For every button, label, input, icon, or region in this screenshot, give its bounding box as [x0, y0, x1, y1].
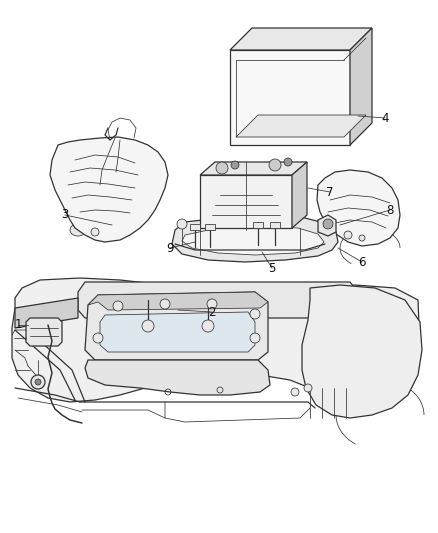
- Circle shape: [359, 235, 365, 241]
- Polygon shape: [12, 278, 420, 402]
- Circle shape: [91, 228, 99, 236]
- Circle shape: [93, 333, 103, 343]
- Circle shape: [160, 299, 170, 309]
- Text: 7: 7: [326, 185, 334, 198]
- Polygon shape: [182, 226, 324, 255]
- Circle shape: [142, 320, 154, 332]
- Polygon shape: [190, 224, 200, 230]
- Circle shape: [177, 219, 187, 229]
- Circle shape: [323, 219, 333, 229]
- Circle shape: [291, 388, 299, 396]
- Circle shape: [216, 162, 228, 174]
- Circle shape: [269, 159, 281, 171]
- Circle shape: [207, 299, 217, 309]
- Circle shape: [250, 309, 260, 319]
- Text: 6: 6: [358, 255, 366, 269]
- Polygon shape: [205, 224, 215, 230]
- Ellipse shape: [81, 197, 119, 223]
- Polygon shape: [270, 222, 280, 228]
- Text: 8: 8: [386, 204, 394, 216]
- Polygon shape: [172, 216, 338, 262]
- Polygon shape: [253, 222, 263, 228]
- Circle shape: [231, 161, 239, 169]
- Polygon shape: [230, 50, 350, 145]
- Ellipse shape: [70, 224, 86, 236]
- Polygon shape: [85, 292, 268, 360]
- Polygon shape: [15, 298, 78, 328]
- Polygon shape: [26, 318, 62, 346]
- Polygon shape: [302, 285, 422, 418]
- Polygon shape: [100, 312, 255, 352]
- Polygon shape: [318, 215, 336, 236]
- Text: 1: 1: [14, 319, 22, 332]
- Text: 9: 9: [166, 241, 174, 254]
- Polygon shape: [78, 282, 358, 318]
- Circle shape: [202, 320, 214, 332]
- Text: 4: 4: [381, 111, 389, 125]
- Text: 3: 3: [61, 208, 69, 222]
- Polygon shape: [200, 162, 307, 175]
- Polygon shape: [236, 115, 366, 137]
- Polygon shape: [200, 175, 292, 228]
- Bar: [276, 90, 297, 105]
- Circle shape: [304, 384, 312, 392]
- Ellipse shape: [148, 367, 212, 389]
- Polygon shape: [85, 360, 270, 395]
- Circle shape: [113, 301, 123, 311]
- Circle shape: [344, 231, 352, 239]
- Polygon shape: [50, 137, 168, 242]
- Polygon shape: [350, 28, 372, 145]
- Circle shape: [31, 375, 45, 389]
- Text: 5: 5: [268, 262, 276, 274]
- Polygon shape: [292, 162, 307, 228]
- Text: 2: 2: [208, 305, 216, 319]
- Polygon shape: [88, 292, 268, 310]
- Polygon shape: [230, 28, 372, 50]
- Circle shape: [284, 158, 292, 166]
- Circle shape: [35, 379, 41, 385]
- Polygon shape: [317, 170, 400, 246]
- Circle shape: [250, 333, 260, 343]
